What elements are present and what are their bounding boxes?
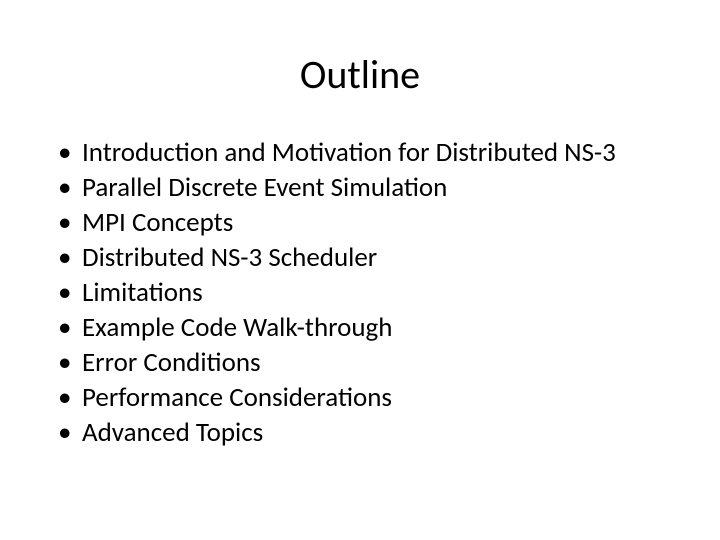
bullet-icon: • <box>52 207 82 240</box>
list-item: • MPI Concepts <box>52 207 682 240</box>
bullet-icon: • <box>52 312 82 345</box>
bullet-text: Parallel Discrete Event Simulation <box>82 172 682 205</box>
slide-container: Outline • Introduction and Motivation fo… <box>0 0 720 540</box>
bullet-text: Distributed NS-3 Scheduler <box>82 242 682 275</box>
bullet-text: Performance Considerations <box>82 382 682 415</box>
bullet-icon: • <box>52 242 82 275</box>
bullet-text: Error Conditions <box>82 347 682 380</box>
bullet-icon: • <box>52 382 82 415</box>
bullet-icon: • <box>52 277 82 310</box>
bullet-text: Limitations <box>82 277 682 310</box>
list-item: • Introduction and Motivation for Distri… <box>52 137 682 170</box>
list-item: • Example Code Walk-through <box>52 312 682 345</box>
list-item: • Distributed NS-3 Scheduler <box>52 242 682 275</box>
slide-title: Outline <box>38 50 682 99</box>
list-item: • Advanced Topics <box>52 417 682 450</box>
bullet-icon: • <box>52 417 82 450</box>
bullet-text: MPI Concepts <box>82 207 682 240</box>
bullet-icon: • <box>52 172 82 205</box>
list-item: • Parallel Discrete Event Simulation <box>52 172 682 205</box>
bullet-text: Example Code Walk-through <box>82 312 682 345</box>
bullet-list: • Introduction and Motivation for Distri… <box>38 137 682 449</box>
list-item: • Limitations <box>52 277 682 310</box>
bullet-icon: • <box>52 137 82 170</box>
bullet-icon: • <box>52 347 82 380</box>
bullet-text: Advanced Topics <box>82 417 682 450</box>
bullet-text: Introduction and Motivation for Distribu… <box>82 137 682 170</box>
list-item: • Performance Considerations <box>52 382 682 415</box>
list-item: • Error Conditions <box>52 347 682 380</box>
